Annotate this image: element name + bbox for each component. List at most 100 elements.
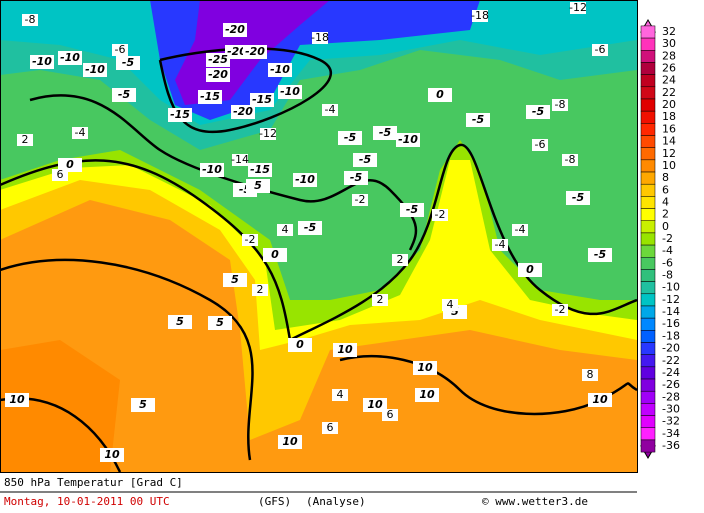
isoline-label-box bbox=[552, 304, 568, 316]
legend-label: -36 bbox=[662, 439, 680, 452]
contour-label: -5 bbox=[472, 113, 485, 126]
legend-swatch bbox=[640, 98, 656, 112]
contour-label: -10 bbox=[270, 63, 290, 76]
contour-label-box bbox=[30, 55, 54, 69]
contour-label: -5 bbox=[406, 203, 419, 216]
contour-label-box bbox=[278, 435, 302, 449]
legend-label: -32 bbox=[662, 415, 680, 428]
contour-label: -10 bbox=[60, 51, 80, 64]
contour-label: -20 bbox=[225, 23, 245, 36]
legend-label: -12 bbox=[662, 293, 680, 306]
footer-run: (Analyse) bbox=[306, 495, 366, 508]
legend-label: 28 bbox=[662, 49, 676, 62]
contour-label: 0 bbox=[526, 263, 534, 276]
contour-label: 10 bbox=[282, 435, 298, 448]
legend-swatch bbox=[640, 415, 656, 428]
isoline-label-box bbox=[372, 294, 388, 306]
legend-label: 0 bbox=[662, 220, 669, 233]
contour-label-box bbox=[198, 90, 222, 104]
contour-label-box bbox=[5, 393, 29, 407]
contour-label-box bbox=[131, 398, 155, 412]
isoline-label: -2 bbox=[245, 233, 256, 246]
contour-label-box bbox=[58, 51, 82, 65]
isoline-label: -4 bbox=[325, 103, 336, 116]
isoline-label: 8 bbox=[587, 368, 594, 381]
legend-label: 24 bbox=[662, 74, 676, 87]
isoline-label-box bbox=[232, 154, 248, 166]
isoline-label-box bbox=[532, 139, 548, 151]
contour-label: 0 bbox=[296, 338, 304, 351]
legend-label: 26 bbox=[662, 62, 676, 75]
contour-label: -5 bbox=[344, 131, 357, 144]
contour-label: 0 bbox=[66, 158, 74, 171]
isoline-label: -12 bbox=[259, 127, 277, 140]
map-border bbox=[0, 0, 638, 473]
legend-label: -16 bbox=[662, 317, 680, 330]
isoline-label: -2 bbox=[435, 208, 446, 221]
contour-label: -20 bbox=[208, 68, 228, 81]
footer-title: 850 hPa Temperatur [Grad C] bbox=[4, 476, 183, 489]
contour-label: 10 bbox=[592, 393, 608, 406]
legend-label: 22 bbox=[662, 86, 676, 99]
isoline-label: -12 bbox=[569, 1, 587, 14]
contour-label: -10 bbox=[295, 173, 315, 186]
isoline-label: -8 bbox=[565, 153, 576, 166]
legend-label: -4 bbox=[662, 244, 673, 257]
contour-label: -5 bbox=[379, 126, 392, 139]
legend-swatch bbox=[640, 196, 656, 209]
legend-swatch bbox=[640, 159, 656, 173]
legend-label: -18 bbox=[662, 329, 680, 342]
legend-swatch bbox=[640, 110, 656, 124]
isoline-label-box bbox=[322, 104, 338, 116]
isoline-label-box bbox=[277, 224, 293, 236]
legend-swatch bbox=[640, 317, 656, 331]
contour-label-box bbox=[168, 108, 192, 122]
legend-label: 16 bbox=[662, 122, 676, 135]
contour-label-box bbox=[208, 316, 232, 330]
legend-swatch bbox=[640, 25, 656, 39]
legend-swatch bbox=[640, 293, 656, 307]
contour-label: 0 bbox=[271, 248, 279, 261]
contour-label-box bbox=[413, 361, 437, 375]
legend-label: 10 bbox=[662, 159, 676, 172]
footer-source: © www.wetter3.de bbox=[482, 495, 588, 508]
contour-label-box bbox=[333, 343, 357, 357]
legend-swatch bbox=[640, 378, 656, 392]
contour-label-box bbox=[250, 93, 274, 107]
isoline-label: 6 bbox=[387, 408, 394, 421]
contour-label-box bbox=[100, 448, 124, 462]
isoline-label: -18 bbox=[311, 31, 329, 44]
legend-swatch bbox=[640, 281, 656, 295]
contour-label-box bbox=[466, 113, 490, 127]
contour-label: -5 bbox=[359, 153, 372, 166]
contour-label: 10 bbox=[104, 448, 120, 461]
legend-label: -2 bbox=[662, 232, 673, 245]
contour-label: 10 bbox=[367, 398, 383, 411]
legend-swatch bbox=[640, 123, 656, 136]
legend-label: 2 bbox=[662, 208, 669, 221]
isoline-label: -6 bbox=[535, 138, 546, 151]
legend-label: 14 bbox=[662, 135, 676, 148]
contour-label-box bbox=[588, 393, 612, 407]
contour-label-box bbox=[246, 179, 270, 193]
contour-label-box bbox=[206, 68, 230, 82]
legend-label: -30 bbox=[662, 402, 680, 415]
legend-swatch bbox=[640, 183, 656, 197]
isoline-label-box bbox=[492, 239, 508, 251]
contour-label: 10 bbox=[417, 361, 433, 374]
contour-label: -10 bbox=[202, 163, 222, 176]
isoline-label: -2 bbox=[355, 193, 366, 206]
isoline-label: -4 bbox=[495, 238, 506, 251]
isoline-label: -4 bbox=[75, 126, 86, 139]
contour-label-box bbox=[83, 63, 107, 77]
isoline-label-box bbox=[592, 44, 608, 56]
isoline-label-box bbox=[512, 224, 528, 236]
contour-label-box bbox=[231, 105, 255, 119]
isoline-label: 2 bbox=[22, 133, 29, 146]
isoline-label-box bbox=[472, 10, 488, 22]
contour-label: -10 bbox=[32, 55, 52, 68]
contour-label-box bbox=[588, 248, 612, 262]
contour-label: 0 bbox=[436, 88, 444, 101]
isoline-label: 2 bbox=[397, 253, 404, 266]
contour-label: -5 bbox=[532, 105, 545, 118]
